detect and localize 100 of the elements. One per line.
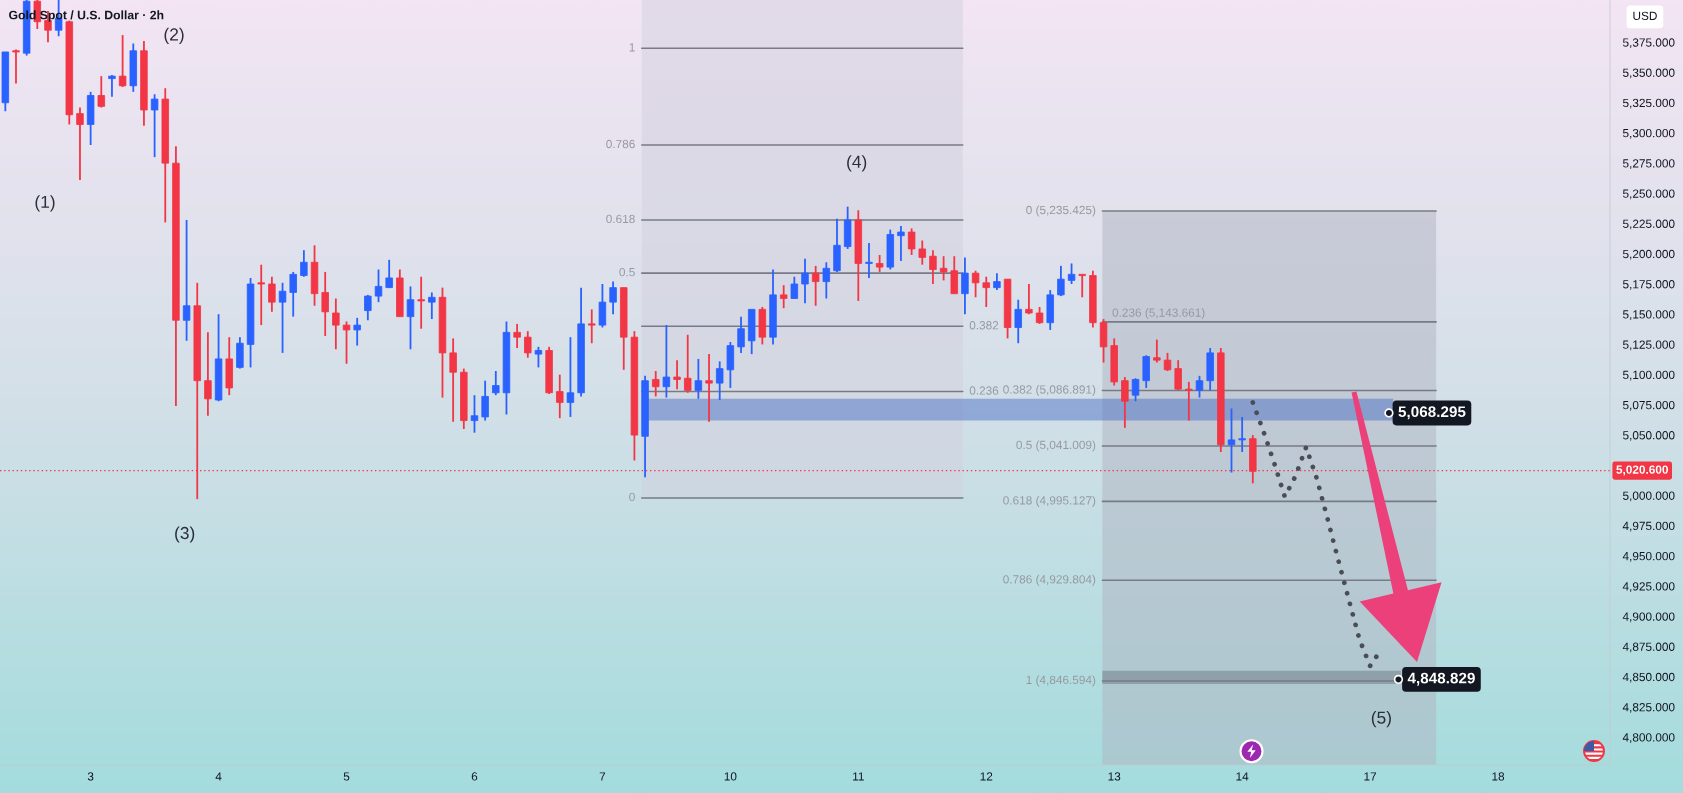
y-tick-label: 5,300.000 (1622, 128, 1675, 139)
candlestick (1163, 351, 1172, 372)
candlestick (342, 320, 351, 365)
ref-line-label: 0.618 (4,995.127) (1003, 495, 1096, 507)
candlestick (278, 281, 287, 354)
candlestick (950, 255, 958, 295)
candlestick (534, 345, 543, 369)
candlestick (1174, 359, 1182, 392)
ref-line-label: 0 (5,235.425) (1026, 205, 1096, 217)
candlestick (268, 275, 276, 313)
candlestick (801, 257, 809, 305)
candlestick (353, 316, 361, 347)
annotation: 0.5 (619, 267, 635, 277)
y-tick-label: 5,250.000 (1622, 189, 1675, 200)
candlestick (1121, 376, 1129, 429)
candlestick (683, 333, 692, 394)
annotation: 0.382 (969, 321, 999, 330)
candlestick (321, 271, 329, 337)
candlestick (524, 330, 532, 359)
annotation: (1) (35, 195, 55, 212)
candlestick (939, 255, 948, 282)
candlestick (513, 322, 521, 349)
annotation: 1 (629, 43, 635, 52)
x-tick-label: 11 (853, 772, 864, 781)
y-tick-label: 4,875.000 (1622, 642, 1675, 653)
x-tick-label: 4 (215, 772, 222, 781)
candlestick (822, 261, 831, 300)
annotation: 0.236 (969, 386, 999, 395)
candlestick (417, 275, 425, 330)
ref-line-label: 0.382 (5,086.891) (1003, 384, 1096, 396)
y-tick-label: 5,125.000 (1622, 340, 1675, 351)
annotation: 0 (629, 492, 635, 502)
ref-line-label: 0.786 (4,929.804) (1003, 574, 1096, 586)
x-tick-label: 10 (724, 772, 737, 781)
candlestick (204, 331, 212, 417)
candlestick (779, 284, 788, 310)
annotation: 0.618 (606, 214, 635, 224)
candlestick (971, 269, 980, 299)
annotation: (4) (847, 155, 867, 172)
y-tick-label: 5,225.000 (1622, 219, 1675, 230)
x-tick-label: 12 (980, 772, 993, 781)
candlestick (449, 337, 457, 423)
candlestick (790, 275, 799, 300)
candlestick (257, 263, 265, 326)
candlestick (150, 93, 159, 159)
candlestick (406, 285, 415, 351)
annotation: 5,068.295 (1398, 406, 1466, 420)
y-tick-label: 5,100.000 (1622, 370, 1675, 381)
x-tick-label: 5 (343, 772, 350, 781)
candlestick (566, 336, 575, 418)
y-tick-label: 4,950.000 (1622, 551, 1675, 562)
candlestick (897, 225, 905, 262)
y-tick-label: 5,000.000 (1622, 491, 1675, 502)
candlestick (481, 379, 489, 422)
candlestick (662, 324, 671, 399)
candlestick (1067, 262, 1076, 285)
x-tick-label: 6 (471, 772, 478, 781)
candlestick (428, 291, 436, 320)
y-tick-label: 5,200.000 (1622, 249, 1675, 260)
candlestick (1153, 338, 1161, 364)
x-tick-label: 18 (1492, 772, 1505, 781)
x-tick-label: 17 (1364, 772, 1377, 781)
candlestick (982, 275, 990, 308)
x-tick-label: 3 (87, 772, 94, 781)
ref-line-label: 1 (4,846.594) (1026, 675, 1096, 687)
candlestick (1078, 273, 1086, 299)
ref-line-label: 0.5 (5,041.009) (1016, 440, 1096, 452)
candlestick (492, 370, 500, 397)
y-axis-title: USD (1633, 11, 1657, 20)
candlestick (385, 258, 393, 289)
candlestick (705, 353, 713, 423)
x-tick-label: 13 (1108, 772, 1121, 781)
y-tick-label: 4,925.000 (1622, 582, 1675, 592)
y-tick-label: 5,050.000 (1622, 431, 1675, 441)
annotation: (2) (164, 27, 184, 45)
candlestick (1227, 407, 1236, 474)
candlestick (598, 283, 607, 329)
y-tick-label: 5,325.000 (1622, 98, 1675, 109)
candlestick (289, 271, 297, 318)
candlestick (1195, 374, 1204, 399)
annotation: 0.786 (606, 139, 635, 149)
candlestick (609, 280, 617, 316)
candlestick (556, 373, 564, 420)
y-tick-label: 4,975.000 (1622, 521, 1675, 532)
y-tick-label: 5,275.000 (1622, 159, 1675, 169)
y-tick-label: 5,150.000 (1622, 310, 1675, 321)
candlestick (1185, 380, 1193, 422)
candlestick (673, 359, 681, 391)
candlestick (811, 264, 820, 307)
candlestick (300, 249, 308, 278)
candlestick (364, 293, 372, 322)
y-tick-label: 5,375.000 (1622, 38, 1675, 49)
candlestick (918, 239, 927, 266)
candlestick (715, 360, 724, 401)
candlestick (907, 227, 916, 256)
y-tick-label: 4,800.000 (1622, 733, 1675, 743)
candlestick (76, 106, 84, 181)
candlestick (374, 268, 383, 304)
candlestick (470, 394, 479, 434)
ref-line-label: 5,020.600 (1616, 465, 1668, 476)
